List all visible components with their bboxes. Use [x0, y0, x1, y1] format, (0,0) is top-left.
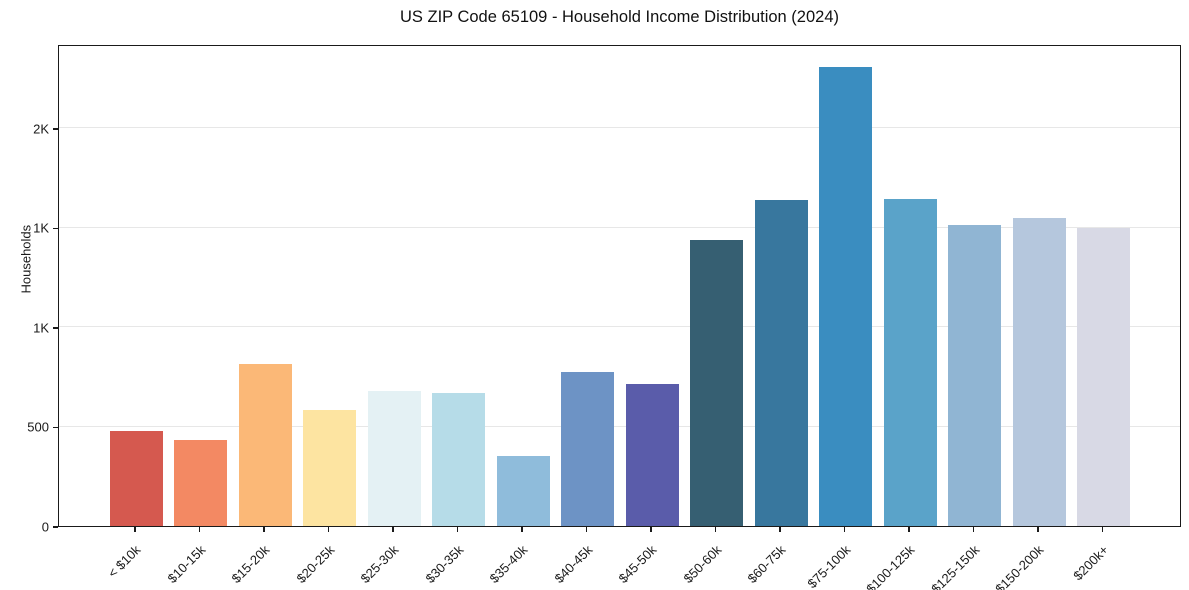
x-tick-label: $100-125k: [863, 542, 918, 590]
y-tick-mark: [53, 327, 58, 329]
x-tick-mark: [843, 527, 846, 532]
x-tick-mark: [714, 527, 717, 532]
gridline-y-1K: [59, 226, 1180, 228]
x-tick-label: < $10k: [104, 542, 144, 581]
x-tick-mark: [585, 527, 588, 532]
y-tick-label: 0: [41, 519, 49, 535]
x-tick-label: $60-75k: [744, 542, 789, 587]
x-tick-label: $20-25k: [292, 542, 337, 587]
gridline-y-500: [59, 425, 1180, 427]
y-tick-label: 500: [27, 419, 49, 435]
x-tick-label: $25-30k: [357, 542, 402, 587]
x-tick-mark: [972, 527, 975, 532]
x-tick-mark: [1101, 527, 1104, 532]
bar-< $10k: [109, 430, 163, 526]
x-tick-mark: [779, 527, 781, 532]
x-tick-label: $15-20k: [228, 542, 273, 587]
y-tick-mark: [53, 526, 58, 528]
x-tick-mark: [198, 527, 201, 532]
x-tick-mark: [263, 527, 265, 532]
x-tick-label: $10-15k: [163, 542, 208, 587]
bar-$45-50k: [625, 383, 679, 526]
x-tick-label: $150-200k: [992, 542, 1047, 590]
y-tick-mark: [53, 128, 58, 130]
y-tick-mark: [53, 227, 58, 230]
x-tick-label: $125-150k: [927, 542, 982, 590]
x-tick-mark: [521, 527, 523, 532]
bar-$30-35k: [432, 393, 485, 526]
plot-area: [58, 45, 1181, 527]
x-tick-mark: [134, 527, 136, 532]
y-axis-label: Households: [18, 224, 34, 294]
x-tick-label: $50-60k: [679, 542, 724, 587]
bar-$40-45k: [561, 371, 614, 526]
x-tick-label: $35-40k: [486, 542, 531, 587]
chart-title: US ZIP Code 65109 - Household Income Dis…: [399, 8, 839, 26]
x-tick-mark: [908, 527, 910, 532]
x-tick-label: $45-50k: [615, 542, 660, 587]
bar-$15-20k: [238, 364, 292, 526]
bar-$100-125k: [883, 198, 937, 526]
y-tick-label: 2K: [33, 121, 49, 137]
x-tick-mark: [327, 527, 330, 532]
bar-$200k+: [1077, 227, 1130, 526]
x-tick-mark: [1037, 527, 1039, 532]
x-tick-label: $75-100k: [803, 542, 853, 590]
bar-$35-40k: [496, 455, 550, 526]
y-tick-mark: [53, 426, 58, 429]
bar-$75-100k: [819, 66, 872, 526]
gridline-y-2K: [59, 126, 1180, 128]
bar-$25-30k: [367, 391, 421, 526]
x-tick-mark: [392, 527, 394, 532]
y-tick-label: 1K: [33, 220, 49, 236]
x-tick-mark: [650, 527, 652, 532]
x-tick-label: $30-35k: [421, 542, 466, 587]
y-tick-label: 1K: [33, 320, 49, 336]
x-tick-label: $200k+: [1069, 542, 1111, 584]
x-tick-label: $40-45k: [550, 542, 595, 587]
bar-$20-25k: [303, 410, 356, 526]
bar-$150-200k: [1012, 218, 1066, 526]
bar-$60-75k: [754, 199, 808, 526]
bar-$125-150k: [948, 225, 1001, 526]
x-tick-mark: [456, 527, 459, 532]
bar-$50-60k: [690, 239, 743, 526]
gridline-y-1K: [59, 326, 1180, 327]
bar-$10-15k: [174, 439, 227, 526]
